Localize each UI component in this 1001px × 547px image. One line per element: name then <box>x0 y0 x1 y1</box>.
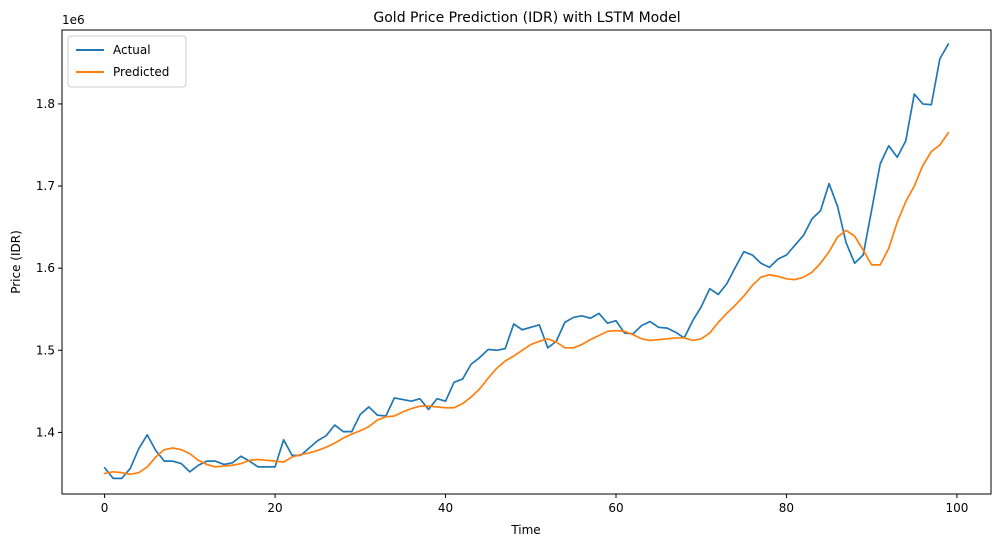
y-tick-label: 1.5 <box>36 343 55 357</box>
chart-title: Gold Price Prediction (IDR) with LSTM Mo… <box>373 10 680 26</box>
plot-frame <box>61 29 992 495</box>
series-line-actual <box>103 43 950 480</box>
y-tick-label: 1.6 <box>36 261 55 275</box>
y-axis-label: Price (IDR) <box>9 230 23 294</box>
legend-label-predicted: Predicted <box>113 65 169 79</box>
x-axis-label: Time <box>510 523 540 537</box>
y-tick-label: 1.4 <box>36 425 55 439</box>
x-axis: 0 20 40 60 80 100 <box>101 494 968 515</box>
x-tick-label: 40 <box>438 501 453 515</box>
plot-area <box>61 29 992 495</box>
series-line-predicted <box>103 131 950 476</box>
y-tick-label: 1.7 <box>36 179 55 193</box>
series-layer <box>103 43 950 480</box>
y-offset-text: 1e6 <box>62 13 85 27</box>
x-tick-label: 80 <box>779 501 794 515</box>
legend-label-actual: Actual <box>113 43 151 57</box>
y-tick-label: 1.8 <box>36 97 55 111</box>
x-tick-label: 0 <box>101 501 109 515</box>
y-axis: 1.4 1.5 1.6 1.7 1.8 <box>36 97 62 439</box>
legend-box <box>67 35 187 88</box>
x-tick-label: 60 <box>608 501 623 515</box>
legend: Actual Predicted <box>67 35 187 88</box>
x-tick-label: 20 <box>267 501 282 515</box>
x-tick-label: 100 <box>945 501 968 515</box>
